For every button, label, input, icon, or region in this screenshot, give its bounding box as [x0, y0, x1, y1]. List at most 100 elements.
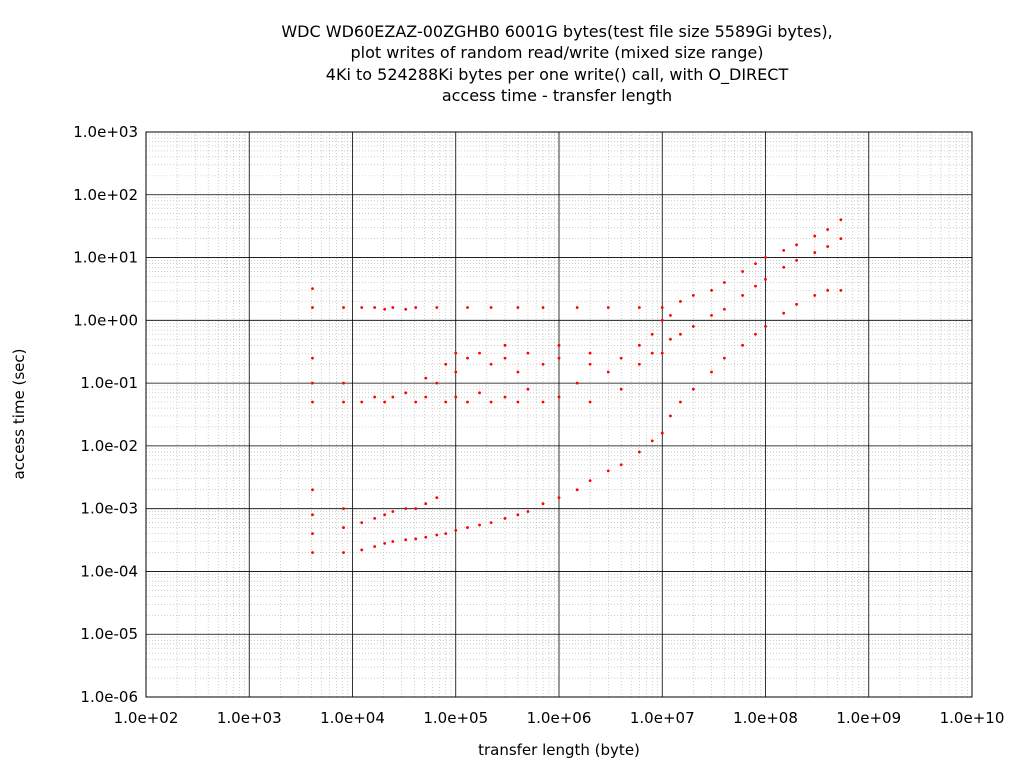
- data-point: [391, 395, 395, 399]
- data-point: [741, 270, 744, 273]
- data-point: [373, 545, 377, 548]
- data-point: [466, 306, 469, 309]
- title-line-3: 4Ki to 524288Ki bytes per one write() ca…: [326, 65, 789, 85]
- data-point: [311, 488, 314, 492]
- data-point: [466, 356, 469, 360]
- data-point: [424, 502, 428, 506]
- minor-grid: [146, 132, 972, 697]
- data-point: [637, 343, 641, 347]
- y-tick-label: 1.0e+01: [73, 249, 138, 267]
- y-tick-labels: 1.0e+03 1.0e+02 1.0e+01 1.0e+00 1.0e-01 1.0e-…: [73, 123, 138, 706]
- data-point: [557, 343, 561, 347]
- data-point: [444, 362, 448, 366]
- data-point: [454, 351, 458, 355]
- data-point: [669, 337, 672, 341]
- data-point: [383, 541, 387, 545]
- data-point: [782, 249, 786, 252]
- data-point: [650, 351, 654, 355]
- x-tick-labels: 1.0e+02 1.0e+03 1.0e+04 1.0e+05 1.0e+06 1.0e+…: [114, 709, 1005, 727]
- data-point: [435, 496, 439, 500]
- data-point: [342, 306, 345, 309]
- title-line-2: plot writes of random read/write (mixed …: [351, 43, 764, 62]
- data-point: [489, 521, 493, 524]
- data-point: [373, 306, 377, 309]
- data-point: [383, 307, 387, 311]
- data-point: [360, 400, 364, 404]
- data-point: [454, 395, 458, 399]
- data-point: [557, 496, 561, 500]
- y-tick-label: 1.0e-06: [80, 688, 138, 706]
- data-point: [741, 293, 744, 297]
- data-point: [679, 332, 682, 336]
- data-point: [660, 318, 664, 322]
- data-point: [619, 356, 623, 360]
- data-point: [723, 307, 726, 311]
- data-point: [489, 400, 493, 404]
- data-point: [588, 362, 592, 366]
- data-point: [311, 400, 314, 404]
- data-point: [660, 431, 664, 435]
- data-point: [342, 526, 345, 529]
- y-tick-label: 1.0e+00: [73, 311, 138, 329]
- data-point: [795, 302, 798, 306]
- data-point: [669, 414, 672, 418]
- data-point: [588, 479, 592, 482]
- data-point: [679, 400, 682, 404]
- data-point: [404, 507, 408, 511]
- data-point: [526, 510, 530, 513]
- data-point: [466, 400, 469, 404]
- data-point: [660, 351, 664, 355]
- data-point: [691, 325, 695, 328]
- data-point: [795, 259, 798, 262]
- data-point: [311, 356, 314, 360]
- data-point: [311, 287, 314, 291]
- data-point: [541, 400, 545, 404]
- major-grid: [145, 131, 973, 698]
- data-point: [679, 300, 682, 303]
- data-point: [404, 391, 408, 395]
- data-point: [588, 400, 592, 404]
- data-point: [478, 391, 481, 395]
- data-point: [391, 510, 395, 513]
- data-point: [795, 243, 798, 247]
- data-point: [813, 234, 817, 238]
- data-point: [839, 237, 843, 241]
- data-point: [541, 362, 545, 366]
- data-point: [710, 288, 713, 292]
- x-tick-label: 1.0e+04: [320, 709, 385, 727]
- data-point: [360, 306, 364, 309]
- y-tick-label: 1.0e-01: [80, 374, 138, 392]
- data-point: [619, 463, 623, 467]
- x-tick-label: 1.0e+02: [114, 709, 179, 727]
- data-point: [478, 351, 481, 355]
- data-point: [526, 351, 530, 355]
- data-point: [435, 381, 439, 385]
- x-tick-label: 1.0e+10: [940, 709, 1005, 727]
- data-point: [575, 381, 579, 385]
- data-point: [373, 516, 377, 520]
- data-point: [606, 370, 610, 374]
- data-point: [764, 325, 767, 328]
- data-point: [782, 265, 786, 269]
- data-point: [754, 332, 757, 336]
- data-point: [342, 400, 345, 404]
- x-tick-label: 1.0e+08: [733, 709, 798, 727]
- y-tick-label: 1.0e-02: [80, 437, 138, 455]
- data-point: [311, 513, 314, 517]
- data-point: [489, 362, 493, 366]
- data-point: [541, 306, 545, 309]
- y-tick-label: 1.0e+03: [73, 123, 138, 141]
- data-point: [637, 450, 641, 454]
- x-tick-label: 1.0e+09: [836, 709, 901, 727]
- data-point: [503, 356, 507, 360]
- data-point: [839, 218, 843, 222]
- data-point: [764, 277, 767, 281]
- plot-frame: [145, 131, 973, 698]
- data-point: [342, 507, 345, 511]
- data-point: [782, 311, 786, 315]
- x-tick-label: 1.0e+03: [217, 709, 282, 727]
- data-point: [478, 523, 481, 527]
- data-point: [454, 370, 458, 374]
- data-point: [754, 284, 757, 288]
